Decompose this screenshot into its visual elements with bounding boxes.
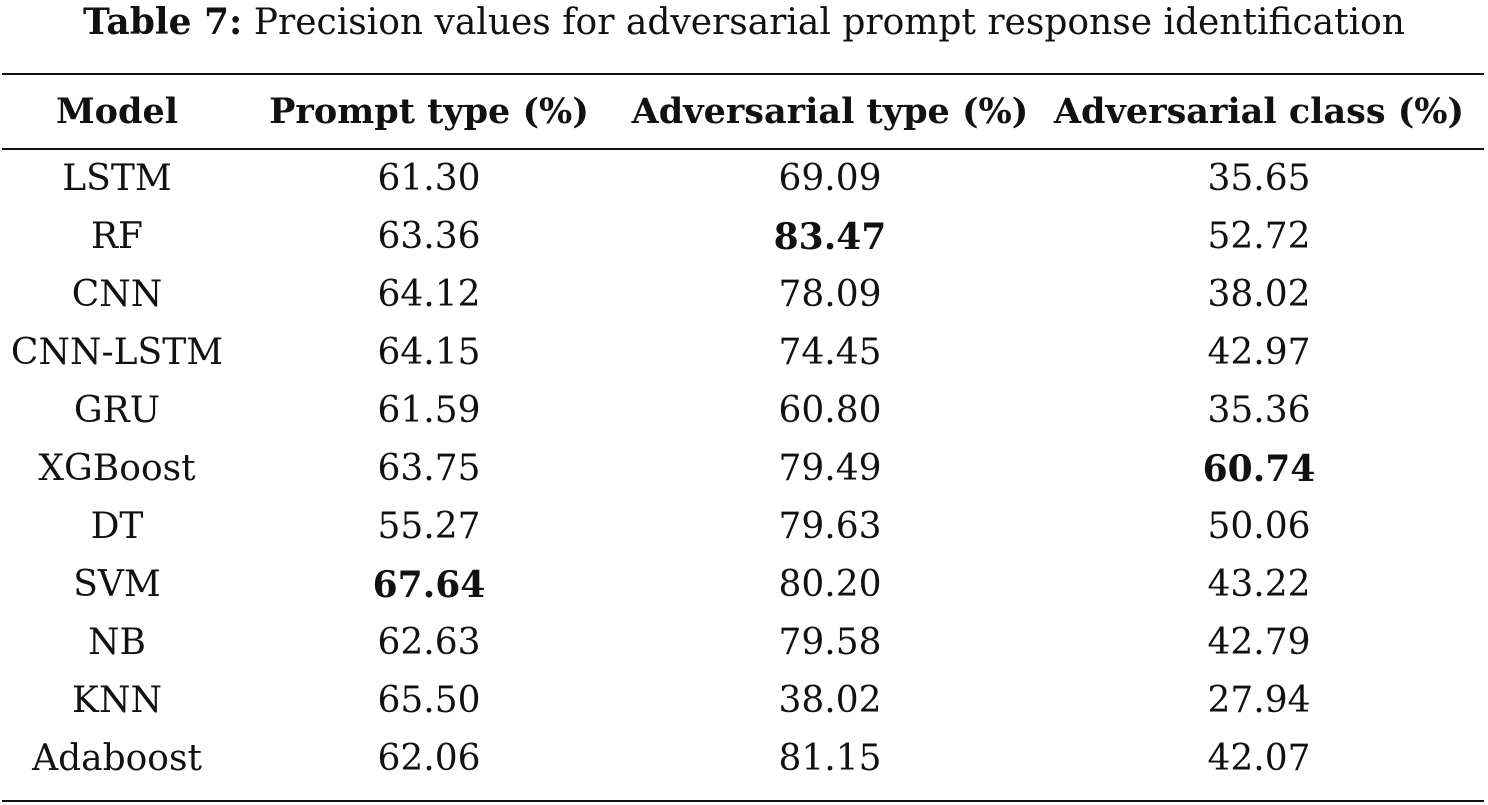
cell-adversarial-type: 38.02 (778, 680, 882, 721)
table-row: GRU 61.59 60.80 35.36 (2, 382, 1484, 440)
cell-prompt-type: 63.75 (377, 448, 481, 489)
cell-model: LSTM (62, 158, 172, 199)
table-caption-text: Precision values for adversarial prompt … (253, 2, 1405, 43)
cell-model: CNN-LSTM (10, 332, 224, 373)
cell-adversarial-type: 78.09 (778, 274, 882, 315)
cell-adversarial-class: 35.36 (1207, 390, 1311, 431)
header-adversarial-type: Adversarial type (%) (631, 91, 1029, 132)
cell-adversarial-type: 60.80 (778, 390, 882, 431)
table-caption: Table 7: Precision values for adversaria… (0, 0, 1488, 44)
cell-prompt-type: 62.63 (377, 622, 481, 663)
header-prompt-type: Prompt type (%) (269, 91, 589, 132)
table-caption-label: Table 7: (83, 1, 243, 43)
cell-prompt-type: 61.59 (377, 390, 481, 431)
cell-prompt-type: 62.06 (377, 738, 481, 779)
cell-prompt-type: 61.30 (377, 158, 481, 199)
table-row: KNN 65.50 38.02 27.94 (2, 672, 1484, 730)
cell-model: KNN (72, 680, 162, 721)
cell-adversarial-class: 52.72 (1207, 216, 1311, 257)
precision-table: Model Prompt type (%) Adversarial type (… (2, 75, 1484, 788)
cell-adversarial-type: 79.58 (778, 622, 882, 663)
cell-adversarial-class: 42.97 (1207, 332, 1311, 373)
table-header-row: Model Prompt type (%) Adversarial type (… (2, 75, 1484, 148)
cell-adversarial-class: 43.22 (1207, 564, 1311, 605)
table-row: Adaboost 62.06 81.15 42.07 (2, 730, 1484, 788)
table-top-rule (2, 73, 1484, 75)
table-row: LSTM 61.30 69.09 35.65 (2, 148, 1484, 208)
cell-adversarial-type: 69.09 (778, 158, 882, 199)
table-row: RF 63.36 83.47 52.72 (2, 208, 1484, 266)
cell-model: Adaboost (32, 738, 202, 779)
cell-prompt-type: 64.15 (377, 332, 481, 373)
cell-adversarial-type: 79.49 (778, 448, 882, 489)
table-body: LSTM 61.30 69.09 35.65 RF 63.36 83.47 52… (2, 148, 1484, 788)
cell-model: NB (88, 622, 146, 663)
cell-model: CNN (71, 274, 163, 315)
cell-model: XGBoost (38, 448, 196, 489)
cell-adversarial-class: 42.79 (1207, 622, 1311, 663)
cell-adversarial-class: 38.02 (1207, 274, 1311, 315)
cell-prompt-type: 64.12 (377, 274, 481, 315)
cell-adversarial-type: 81.15 (778, 738, 882, 779)
table-bottom-rule (2, 800, 1484, 802)
cell-model: RF (90, 216, 144, 257)
cell-prompt-type: 65.50 (377, 680, 481, 721)
cell-adversarial-type: 83.47 (773, 216, 887, 258)
cell-adversarial-class: 42.07 (1207, 738, 1311, 779)
table-row: XGBoost 63.75 79.49 60.74 (2, 440, 1484, 498)
header-adversarial-class: Adversarial class (%) (1053, 91, 1465, 132)
table-row: DT 55.27 79.63 50.06 (2, 498, 1484, 556)
cell-model: DT (90, 506, 144, 547)
cell-model: GRU (73, 390, 161, 431)
cell-model: SVM (73, 564, 161, 605)
cell-adversarial-type: 80.20 (778, 564, 882, 605)
cell-prompt-type: 63.36 (377, 216, 481, 257)
header-model: Model (55, 91, 179, 132)
cell-prompt-type: 67.64 (372, 564, 486, 606)
cell-adversarial-class: 60.74 (1202, 448, 1316, 490)
cell-adversarial-class: 50.06 (1207, 506, 1311, 547)
table-row: SVM 67.64 80.20 43.22 (2, 556, 1484, 614)
table-row: CNN 64.12 78.09 38.02 (2, 266, 1484, 324)
cell-adversarial-class: 27.94 (1207, 680, 1311, 721)
cell-adversarial-type: 79.63 (778, 506, 882, 547)
table-row: NB 62.63 79.58 42.79 (2, 614, 1484, 672)
cell-prompt-type: 55.27 (377, 506, 481, 547)
table-row: CNN-LSTM 64.15 74.45 42.97 (2, 324, 1484, 382)
cell-adversarial-class: 35.65 (1207, 158, 1311, 199)
cell-adversarial-type: 74.45 (778, 332, 882, 373)
table-header-rule (2, 148, 1484, 150)
